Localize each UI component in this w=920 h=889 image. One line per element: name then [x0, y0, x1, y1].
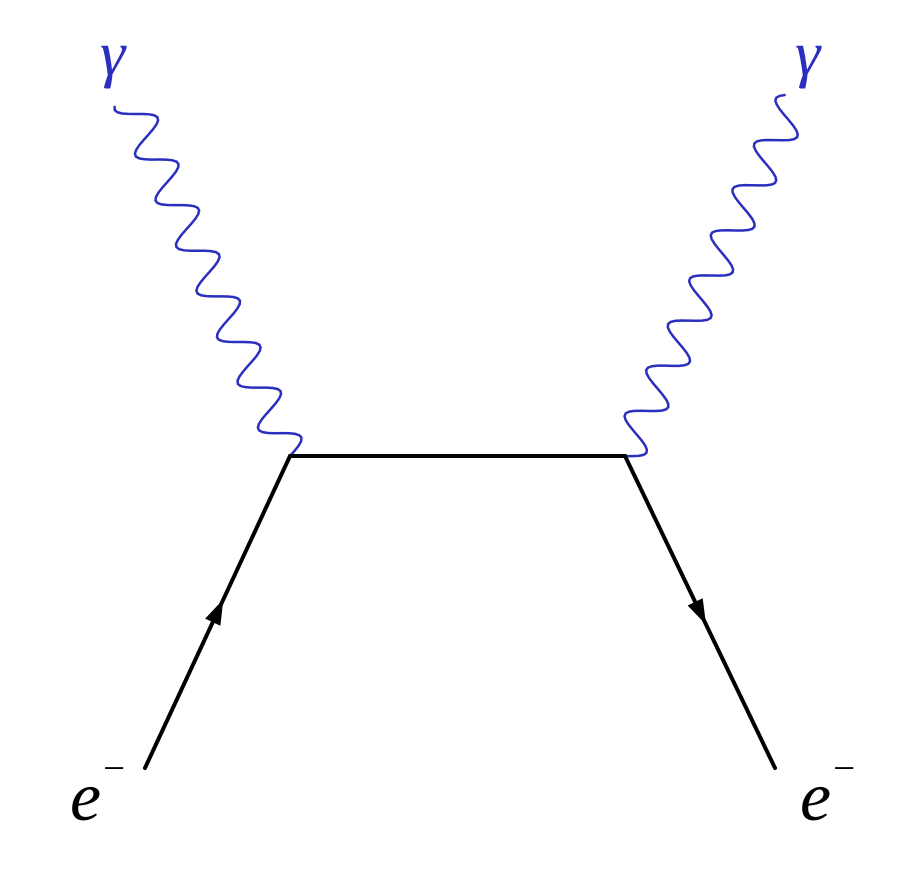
- electron-out-arrow: [688, 598, 706, 624]
- electron-in-arrow: [205, 599, 223, 625]
- gamma-left: γ: [100, 18, 127, 89]
- electron-left-label: e−: [70, 747, 125, 836]
- feynman-diagram: γ γ e− e−: [0, 0, 920, 889]
- photon-right: [625, 95, 798, 456]
- electron-right-label: e−: [800, 747, 855, 836]
- photon-left: [115, 107, 302, 456]
- gamma-right: γ: [795, 18, 822, 89]
